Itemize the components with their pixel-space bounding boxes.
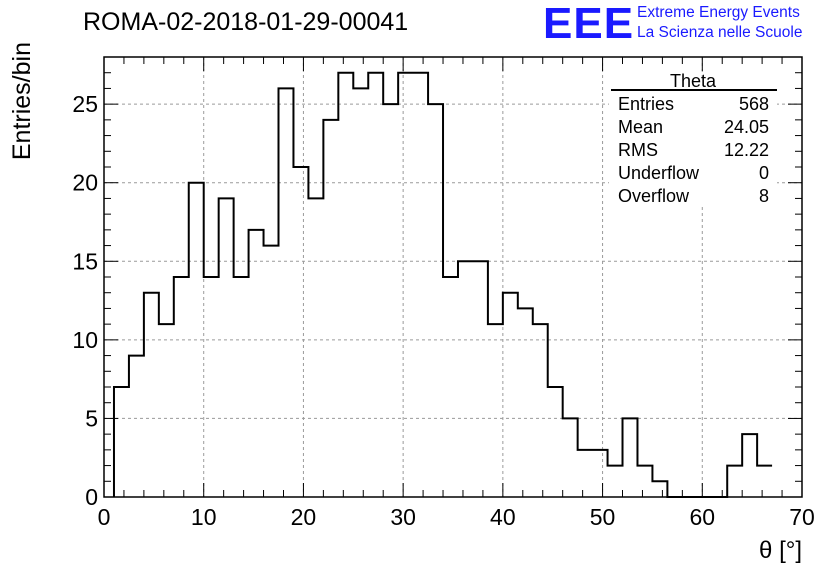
x-tick-label: 50 <box>590 504 616 530</box>
stats-label-overflow: Overflow <box>618 186 690 206</box>
logo-caption-line1: Extreme Energy Events <box>637 4 800 21</box>
logo-caption: Extreme Energy Events La Scienza nelle S… <box>637 3 802 43</box>
stats-value-overflow: 8 <box>759 186 769 206</box>
stats-box: Theta Entries 568 Mean 24.05 RMS 12.22 Underfl… <box>609 71 777 206</box>
stats-value-entries: 568 <box>739 94 769 114</box>
y-tick-labels: 0 5 10 15 20 25 <box>72 91 98 510</box>
stats-value-underflow: 0 <box>759 163 769 183</box>
x-tick-label: 0 <box>98 504 111 530</box>
x-tick-label: 60 <box>689 504 715 530</box>
y-tick-label: 5 <box>85 405 98 431</box>
eee-logo: EEE <box>543 0 635 48</box>
x-tick-label: 10 <box>191 504 217 530</box>
histogram-line <box>112 71 773 498</box>
x-tick-label: 70 <box>789 504 815 530</box>
x-tick-labels: 0 10 20 30 40 50 60 70 <box>98 504 815 530</box>
stats-label-entries: Entries <box>618 94 674 114</box>
y-tick-label: 15 <box>72 248 98 274</box>
logo-caption-line2: La Scienza nelle Scuole <box>637 24 803 41</box>
stats-label-underflow: Underflow <box>618 163 700 183</box>
axis-ticks <box>103 56 803 498</box>
y-axis-label: Entries/bin <box>8 42 36 160</box>
x-tick-label: 30 <box>390 504 416 530</box>
y-tick-label: 0 <box>85 484 98 510</box>
stats-box-title: Theta <box>670 71 717 91</box>
stats-label-rms: RMS <box>618 140 658 160</box>
stats-value-rms: 12.22 <box>724 140 769 160</box>
y-tick-label: 20 <box>72 170 98 196</box>
stats-label-mean: Mean <box>618 117 663 137</box>
y-tick-label: 10 <box>72 327 98 353</box>
y-tick-label: 25 <box>72 91 98 117</box>
x-axis-label: θ [°] <box>759 537 802 564</box>
stats-value-mean: 24.05 <box>724 117 769 137</box>
x-tick-label: 20 <box>291 504 317 530</box>
plot-title: ROMA-02-2018-01-29-00041 <box>83 8 409 36</box>
x-tick-label: 40 <box>490 504 516 530</box>
